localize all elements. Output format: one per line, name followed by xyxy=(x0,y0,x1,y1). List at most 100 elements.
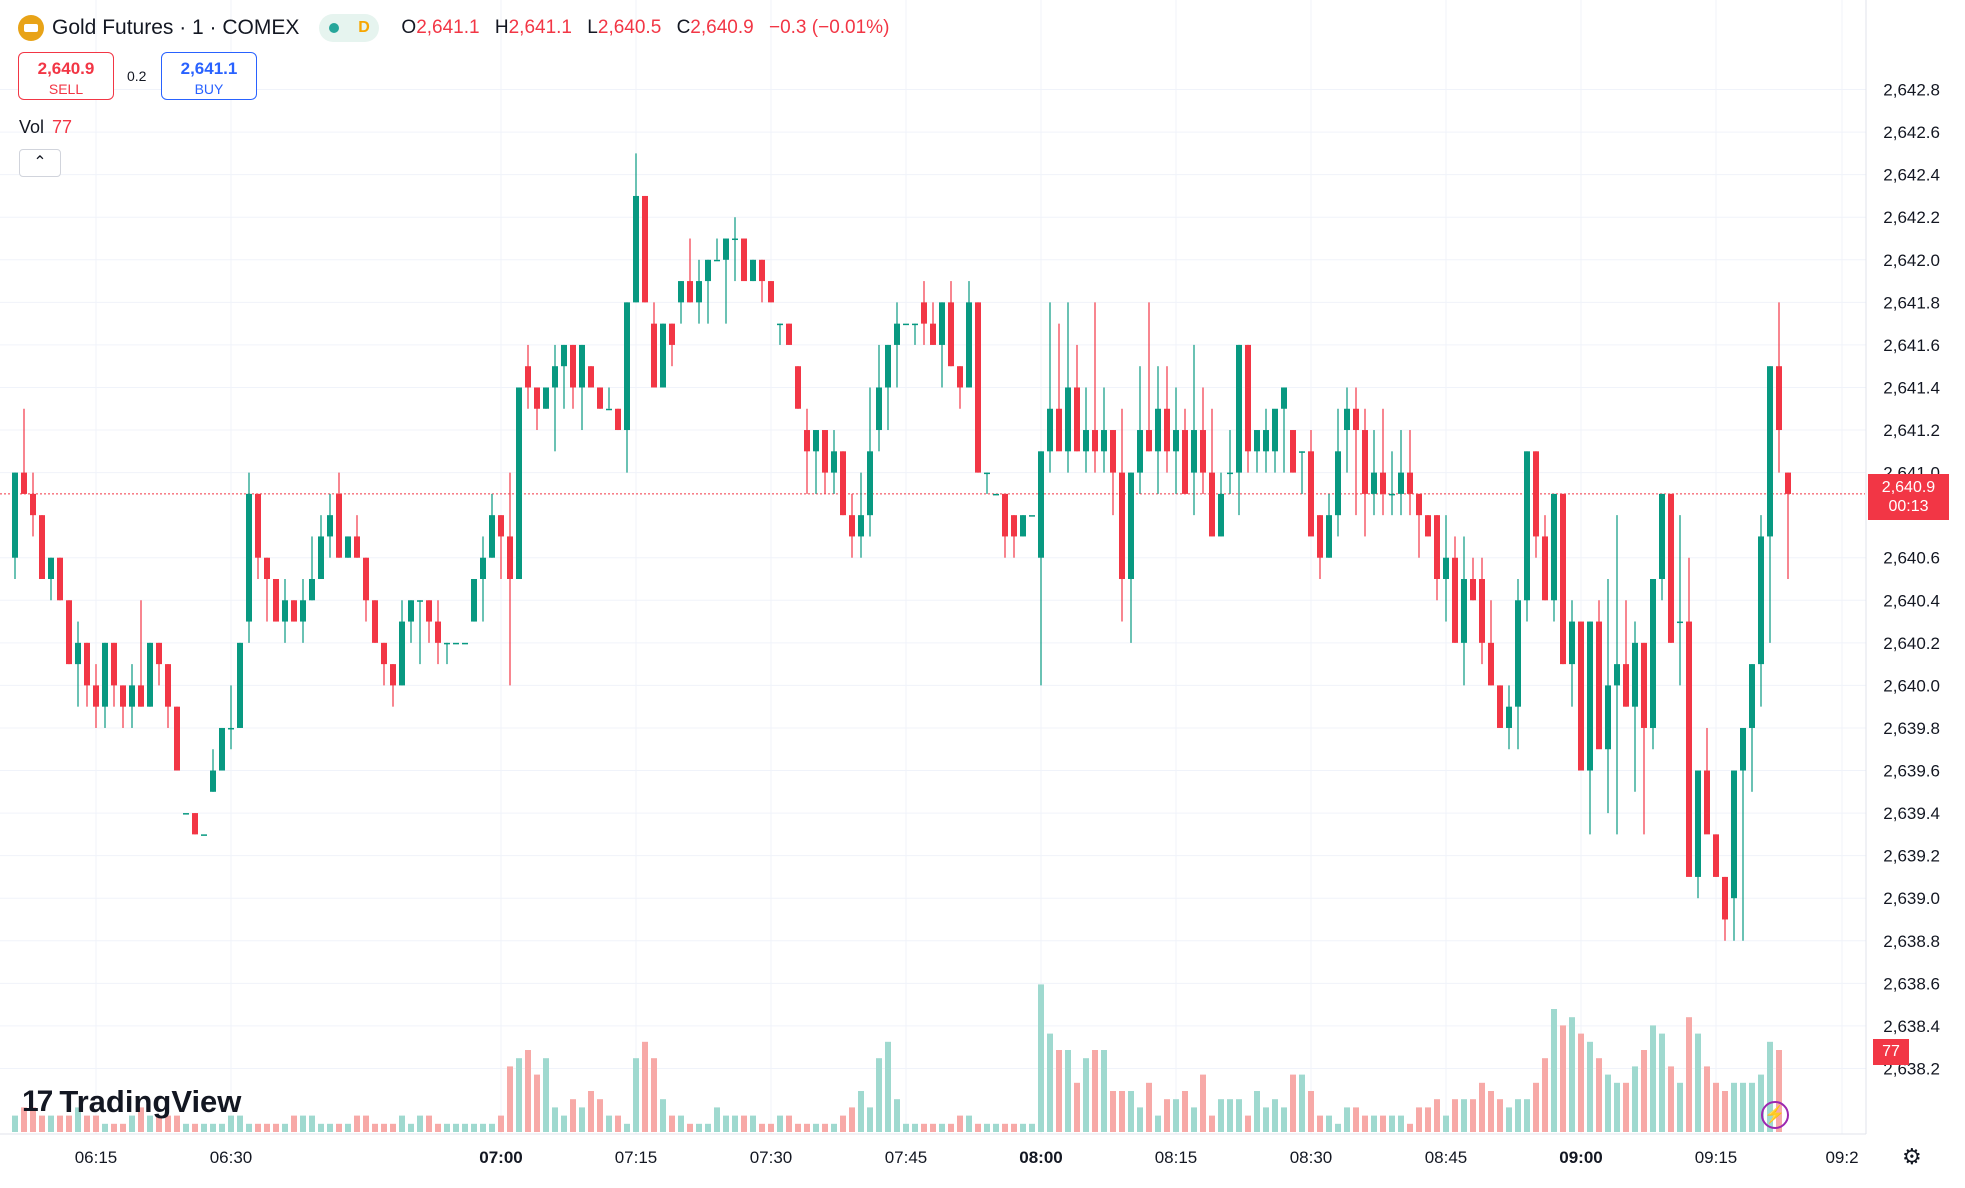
candle-body xyxy=(597,387,603,409)
volume-bar xyxy=(1776,1050,1782,1132)
candle-body xyxy=(246,493,252,622)
volume-bar xyxy=(120,1123,126,1132)
candle-body xyxy=(156,642,162,665)
volume-bar xyxy=(1686,1017,1692,1132)
brand-name: TradingView xyxy=(59,1084,242,1119)
volume-bar xyxy=(1371,1115,1377,1132)
volume-bar xyxy=(1200,1074,1206,1132)
volume-bar xyxy=(1389,1115,1395,1132)
candle-body xyxy=(759,259,765,282)
volume-bar xyxy=(183,1123,189,1132)
candle-body xyxy=(471,579,477,622)
candle-body xyxy=(1371,472,1377,494)
volume-bar xyxy=(1128,1091,1134,1132)
volume-bar xyxy=(489,1123,495,1132)
volume-bar xyxy=(462,1123,468,1132)
volume-bar xyxy=(1272,1099,1278,1132)
time-axis[interactable]: 06:15 06:30 07:00 07:15 07:30 07:45 08:00 08:15… xyxy=(75,1148,1859,1167)
time-tick-label: 06:15 xyxy=(75,1148,118,1167)
candle-body xyxy=(777,323,783,326)
volume-bar xyxy=(903,1123,909,1132)
candle-body xyxy=(1740,727,1746,771)
price-axis[interactable]: 2,642.8 2,642.6 2,642.4 2,642.2 2,642.0 2,641… xyxy=(1883,81,1940,1079)
candle-body xyxy=(1722,876,1728,920)
lightning-icon[interactable]: ⚡ xyxy=(1761,1101,1789,1129)
candle-body xyxy=(840,451,846,516)
volume-bar xyxy=(624,1123,630,1132)
volume-bar xyxy=(1623,1082,1629,1132)
symbol-title[interactable]: Gold Futures · 1 · COMEX xyxy=(52,16,300,39)
volume-bar xyxy=(1362,1115,1368,1132)
chevron-up-icon[interactable]: ⌃ xyxy=(19,149,61,177)
time-tick-label: 07:00 xyxy=(479,1148,522,1167)
volume-bar xyxy=(498,1115,504,1132)
volume-bar xyxy=(327,1123,333,1132)
time-tick-label: 08:00 xyxy=(1019,1148,1062,1167)
market-open-dot-icon xyxy=(329,23,340,33)
candle-body xyxy=(1038,451,1044,558)
time-tick-label: 09:15 xyxy=(1695,1148,1738,1167)
volume-bar xyxy=(597,1099,603,1132)
candle-body xyxy=(552,366,558,388)
volume-bar xyxy=(1173,1099,1179,1132)
candle-body xyxy=(1020,515,1026,537)
candle-body xyxy=(327,515,333,537)
candle-body xyxy=(57,557,63,601)
volume-bar xyxy=(201,1123,207,1132)
volume-bar xyxy=(1254,1091,1260,1132)
candle-body xyxy=(1272,408,1278,452)
volume-bar xyxy=(687,1123,693,1132)
candle-body xyxy=(228,727,234,730)
volume-bar xyxy=(1587,1041,1593,1132)
candle-body xyxy=(201,834,207,836)
candle-body xyxy=(39,515,45,579)
buy-button[interactable]: 2,641.1 BUY xyxy=(161,52,257,100)
volume-legend[interactable]: Vol 77 xyxy=(19,117,72,138)
gear-icon[interactable]: ⚙ xyxy=(1902,1144,1922,1169)
volume-bar xyxy=(1641,1050,1647,1132)
sell-price: 2,640.9 xyxy=(37,59,95,78)
price-tick-label: 2,640.0 xyxy=(1883,676,1940,695)
volume-bar xyxy=(1560,1025,1566,1132)
candle-body xyxy=(192,813,198,835)
candle-body xyxy=(210,770,216,792)
volume-bar xyxy=(948,1123,954,1132)
candle-body xyxy=(1308,451,1314,537)
candle-body xyxy=(1191,430,1197,473)
volume-bar xyxy=(651,1058,657,1132)
candle-body xyxy=(1335,451,1341,516)
volume-bar xyxy=(1632,1066,1638,1132)
volume-bar xyxy=(1524,1099,1530,1132)
volume-bar xyxy=(813,1123,819,1132)
candle-body xyxy=(426,600,432,622)
volume-bar xyxy=(1308,1091,1314,1132)
sell-button[interactable]: 2,640.9 SELL xyxy=(18,52,114,100)
candle-body xyxy=(1362,430,1368,494)
candle-body xyxy=(111,642,117,686)
candle-body xyxy=(1767,366,1773,537)
volume-label: Vol xyxy=(19,117,45,137)
volume-bar xyxy=(273,1123,279,1132)
candle-body xyxy=(633,195,639,303)
volume-bar xyxy=(1398,1115,1404,1132)
volume-bar xyxy=(507,1066,513,1132)
market-status-pill[interactable]: D xyxy=(319,14,380,42)
volume-bar xyxy=(1110,1091,1116,1132)
candle-body xyxy=(939,302,945,345)
buy-label: BUY xyxy=(194,81,224,97)
tradingview-logo[interactable]: 17 TradingView xyxy=(22,1084,241,1120)
candle-body xyxy=(1164,408,1170,452)
candle-body xyxy=(12,472,18,558)
volume-bar xyxy=(1578,1033,1584,1132)
candle-body xyxy=(768,281,774,303)
candle-body xyxy=(1461,579,1467,643)
volume-bar xyxy=(588,1091,594,1132)
volume-bar xyxy=(426,1115,432,1132)
volume-bar xyxy=(768,1123,774,1132)
candle-body xyxy=(399,621,405,686)
volume-bar xyxy=(147,1115,153,1132)
candle-body xyxy=(1497,685,1503,728)
volume-bar xyxy=(678,1115,684,1132)
candle-body xyxy=(1542,536,1548,601)
